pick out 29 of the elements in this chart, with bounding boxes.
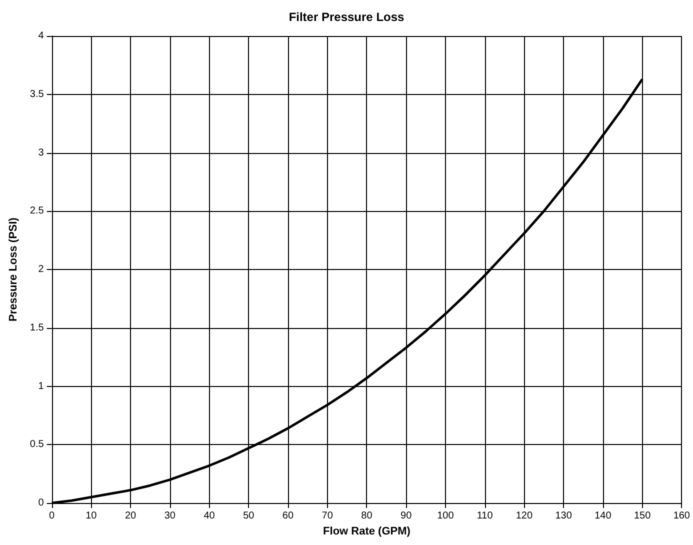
- x-tick-label: 80: [361, 510, 373, 522]
- x-tick-label: 150: [634, 510, 652, 522]
- x-tick-label: 90: [400, 510, 412, 522]
- x-tick-label: 140: [594, 510, 612, 522]
- x-tick-label: 100: [437, 510, 454, 522]
- y-tick-label: 4: [38, 30, 44, 42]
- y-tick-label: 3: [38, 147, 44, 158]
- y-tick-label: 1: [38, 380, 44, 392]
- x-tick-label: 40: [204, 510, 216, 522]
- y-axis-title: Pressure Loss (PSI): [8, 217, 20, 322]
- y-tick-label: 2.5: [30, 206, 44, 217]
- x-tick-label: 30: [164, 510, 176, 522]
- y-tick-label: 0: [38, 498, 44, 508]
- x-tick-label: 10: [86, 510, 98, 522]
- x-tick-label: 60: [282, 510, 294, 522]
- x-tick-label: 120: [516, 510, 533, 522]
- x-axis-title: Flow Rate (GPM): [323, 525, 411, 538]
- y-tick-label: 2: [38, 264, 44, 275]
- x-tick-label: 70: [322, 510, 334, 522]
- x-tick-label: 130: [555, 510, 572, 522]
- x-tick-label: 50: [243, 510, 255, 522]
- chart-title: Filter Pressure Loss: [288, 10, 405, 24]
- y-tick-label: 0.5: [30, 439, 44, 450]
- x-tick-label: 160: [673, 510, 690, 522]
- x-tick-label: 0: [49, 510, 56, 522]
- y-tick-label: 1.5: [30, 322, 44, 334]
- x-tick-label: 20: [124, 510, 137, 522]
- y-tick-label: 3.5: [30, 88, 44, 100]
- x-tick-label: 110: [476, 510, 494, 522]
